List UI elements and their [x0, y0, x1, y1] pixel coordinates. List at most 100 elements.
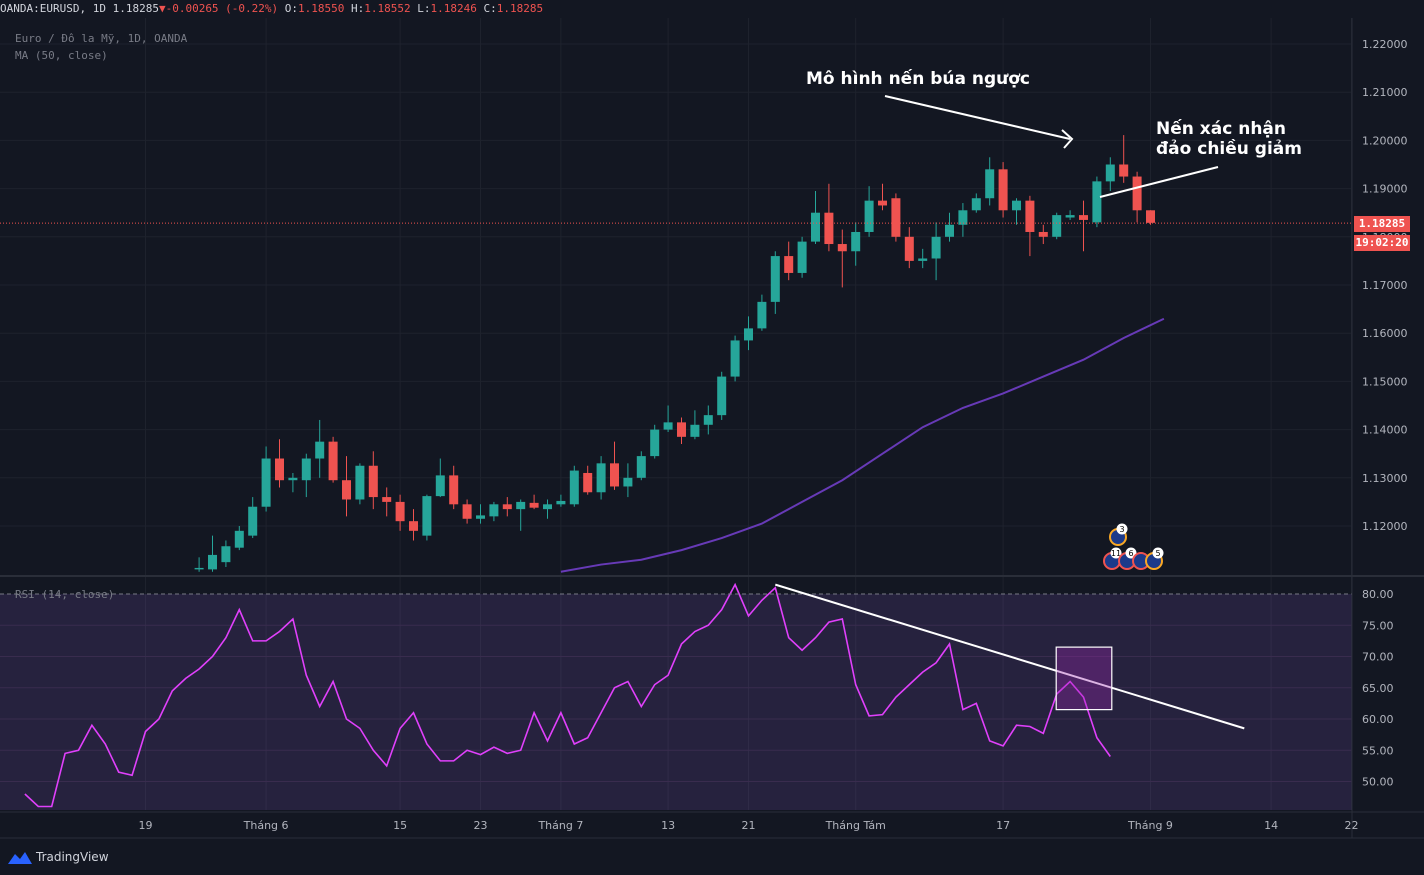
- candle-body: [422, 496, 432, 536]
- candle-body: [248, 506, 258, 536]
- candle-body: [556, 500, 566, 505]
- chart-legend-ma[interactable]: MA (50, close): [15, 49, 108, 62]
- candle-body: [1146, 210, 1155, 223]
- candle-body: [1105, 164, 1115, 182]
- candle-body: [650, 429, 660, 457]
- x-tick-label: 14: [1264, 819, 1278, 832]
- candle-body: [904, 236, 914, 261]
- high-label: H:: [351, 2, 365, 15]
- candle-body: [435, 475, 445, 497]
- open-value: 1.18550: [298, 2, 345, 15]
- candle-body: [543, 504, 552, 510]
- candle-body: [194, 567, 204, 570]
- x-tick-label: 23: [474, 819, 488, 832]
- candle-body: [489, 504, 499, 517]
- candle-body: [717, 376, 727, 416]
- candle-body: [355, 465, 365, 500]
- candle-body: [449, 475, 459, 505]
- event-count: 11: [1111, 549, 1121, 558]
- open-label: O:: [284, 2, 299, 15]
- candle-body: [931, 236, 941, 259]
- rsi-line: [24, 582, 1111, 808]
- tradingview-logo[interactable]: TradingView: [8, 846, 109, 868]
- candle-body: [409, 521, 418, 531]
- annotation-confirm-2[interactable]: đảo chiều giảm: [1156, 139, 1302, 159]
- candle-body: [261, 458, 271, 507]
- candle-body: [945, 224, 954, 237]
- x-tick-label: Tháng 7: [537, 819, 583, 832]
- candle-body: [569, 470, 579, 505]
- event-count: 3: [1119, 525, 1124, 534]
- candle-body: [663, 422, 673, 430]
- candle-body: [918, 258, 928, 261]
- candle-body: [610, 463, 619, 487]
- candle-body: [1119, 164, 1129, 177]
- rsi-trendline: [775, 583, 1245, 730]
- low-label: L:: [417, 2, 431, 15]
- price-tick-label: 1.15000: [1362, 375, 1408, 388]
- price-tick-label: 1.12000: [1362, 520, 1408, 533]
- candle-body: [891, 198, 901, 237]
- tradingview-icon: [8, 852, 32, 864]
- high-value: 1.18552: [364, 2, 411, 15]
- candle-body: [851, 231, 861, 252]
- candle-body: [208, 554, 217, 570]
- rsi-tick-label: 80.00: [1362, 588, 1394, 601]
- candle-body: [811, 212, 820, 242]
- event-count: 6: [1128, 549, 1133, 558]
- symbol-header: OANDA:EURUSD, 1D 1.18285▼-0.00265 (-0.22…: [0, 0, 1424, 18]
- candle-body: [824, 212, 834, 245]
- drawings-layer[interactable]: [775, 95, 1245, 730]
- rsi-tick-label: 65.00: [1362, 682, 1394, 695]
- ma-layer: [560, 317, 1165, 573]
- price-tick-label: 1.17000: [1362, 279, 1408, 292]
- price-tick-label: 1.22000: [1362, 38, 1408, 51]
- candle-body: [636, 456, 646, 478]
- chart-legend-rsi[interactable]: RSI (14, close): [15, 588, 115, 601]
- candle-body: [878, 200, 887, 206]
- arrow-hammer-line: [884, 95, 1071, 140]
- candle-body: [516, 501, 526, 510]
- rsi-highlight-box: [1055, 646, 1113, 711]
- x-tick-label: 19: [139, 819, 153, 832]
- price-tick-label: 1.13000: [1362, 472, 1408, 485]
- ma-line: [560, 317, 1165, 573]
- candle-body: [677, 422, 686, 437]
- price-tick-label: 1.19000: [1362, 183, 1408, 196]
- annotation-confirm-1[interactable]: Nến xác nhận: [1156, 119, 1286, 139]
- arrow-hammer-head: [1061, 129, 1074, 149]
- x-tick-label: Tháng 6: [243, 819, 289, 832]
- rsi-layer: [24, 582, 1111, 808]
- candle-body: [864, 200, 874, 232]
- event-count-badge: [1116, 523, 1128, 535]
- candle-body: [342, 480, 351, 500]
- price-tick-label: 1.16000: [1362, 327, 1408, 340]
- candle-body: [1038, 231, 1048, 237]
- candle-body: [1012, 200, 1021, 211]
- chart-legend-title[interactable]: Euro / Đô la Mỹ, 1D, OANDA: [15, 32, 188, 45]
- close-value: 1.18285: [496, 2, 544, 15]
- interval-label[interactable]: 1D: [92, 2, 106, 15]
- candle-body: [288, 477, 298, 481]
- candle-body: [476, 515, 485, 519]
- rsi-tick-label: 60.00: [1362, 713, 1394, 726]
- price-tick-label: 1.14000: [1362, 424, 1408, 437]
- candle-body: [958, 210, 968, 225]
- candle-body: [703, 415, 713, 425]
- x-tick-label: Tháng 9: [1127, 819, 1173, 832]
- price-change: -0.00265 (-0.22%): [165, 2, 279, 15]
- candle-body: [1079, 215, 1088, 220]
- brand-name: TradingView: [36, 850, 109, 864]
- candle-body: [382, 497, 392, 502]
- candle-body: [690, 424, 700, 437]
- candle-body: [275, 458, 284, 481]
- candle-body: [998, 169, 1008, 211]
- x-tick-label: 13: [661, 819, 675, 832]
- candle-body: [221, 546, 231, 563]
- x-tick-label: 15: [393, 819, 407, 832]
- annotation-hammer[interactable]: Mô hình nến búa ngược: [806, 69, 1031, 89]
- symbol-name[interactable]: OANDA:EURUSD,: [0, 2, 87, 15]
- event-markers[interactable]: 3 11 6 5: [1103, 523, 1164, 570]
- arrow-confirm-line: [1099, 166, 1219, 198]
